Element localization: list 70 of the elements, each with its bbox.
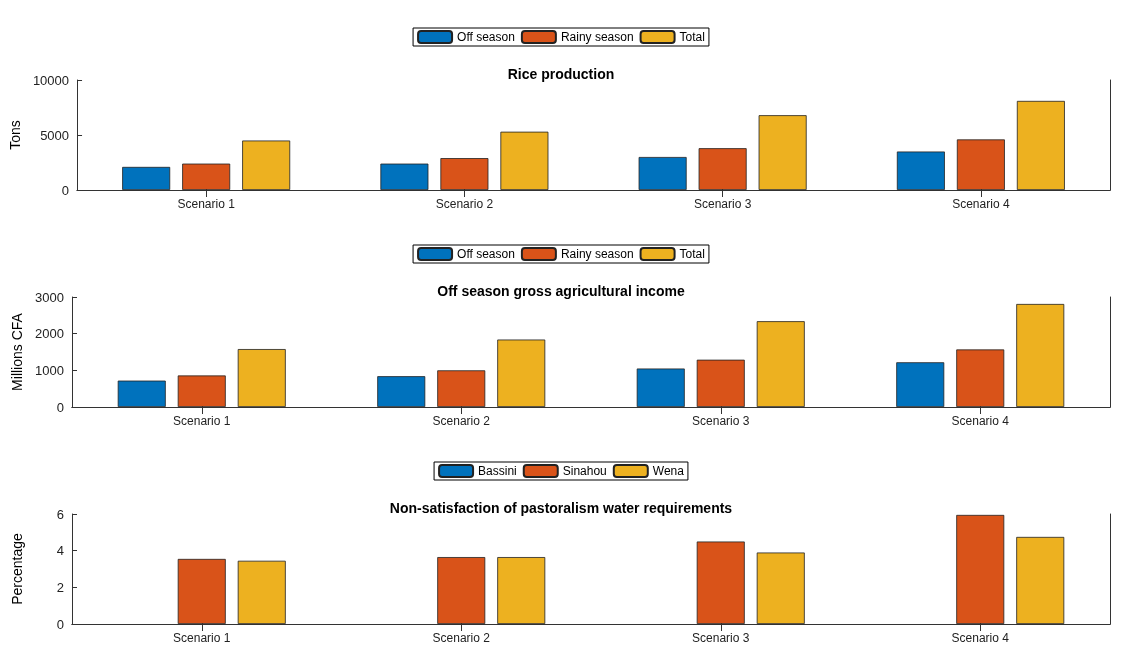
bar [698,148,747,190]
bar [756,552,805,624]
y-tick-label: 1000 [35,362,64,378]
y-axis-title: Millions CFA [9,312,25,391]
chart-title: Off season gross agricultural income [437,283,685,299]
bar [177,558,226,624]
legend-label: Total [679,30,705,44]
bar [696,359,745,407]
x-tick-label: Scenario 3 [692,414,750,428]
legend-label: Total [679,247,705,261]
y-tick-label: 0 [56,399,64,415]
bar [500,131,549,190]
legend-label: Rainy season [560,247,634,261]
x-tick-label: Scenario 4 [952,197,1010,211]
y-tick-label: 2000 [35,326,64,342]
bar [1016,536,1065,624]
bar [380,163,429,190]
y-tick-label: 2 [56,579,64,595]
x-tick-label: Scenario 2 [435,197,494,211]
bar [437,370,486,407]
y-tick-label: 4 [56,543,64,559]
bar [756,321,805,407]
x-tick-label: Scenario 2 [432,414,491,428]
bar [1016,100,1065,190]
bar [497,557,546,624]
y-axis-title: Percentage [9,532,25,605]
x-tick-label: Scenario 1 [173,414,231,428]
chart-title: Non-satisfaction of pastoralism water requirements [389,500,733,516]
y-tick-label: 10000 [32,72,70,88]
x-tick-label: Scenario 1 [177,197,236,211]
legend-label: Bassini [478,464,517,478]
legend-label: Rainy season [560,30,634,44]
x-tick-label: Scenario 2 [432,631,491,645]
y-tick-label: 0 [56,616,64,632]
bar [182,163,231,190]
x-tick-label: Scenario 4 [951,631,1010,645]
chart-title: Rice production [507,66,615,82]
bar [956,349,1005,407]
bar [497,339,546,407]
bar [122,166,171,190]
x-tick-label: Scenario 3 [693,197,752,211]
bar [758,115,807,190]
bar [638,157,687,190]
y-axis-title: Tons [7,120,23,150]
y-tick-label: 3000 [35,289,64,305]
legend-label: Off season [457,30,515,44]
legend-label: Sinahou [562,464,607,478]
bar [377,376,426,407]
y-tick-label: 0 [61,182,70,198]
x-tick-label: Scenario 1 [173,631,231,645]
x-tick-label: Scenario 3 [692,631,750,645]
bar [956,139,1005,190]
bar [956,514,1005,624]
bar [896,362,945,407]
bar [896,151,945,190]
bar [636,368,685,407]
legend-label: Wena [652,464,685,478]
x-tick-label: Scenario 4 [951,414,1010,428]
y-tick-label: 6 [56,506,64,522]
bar [437,557,486,624]
bar [117,380,166,407]
legend-label: Off season [457,247,515,261]
bar [1016,303,1065,407]
bar [237,560,286,624]
bar [177,375,226,407]
bar [440,158,489,190]
bar [242,140,291,190]
bar [237,349,286,407]
y-tick-label: 5000 [40,127,70,143]
bar [696,541,745,624]
